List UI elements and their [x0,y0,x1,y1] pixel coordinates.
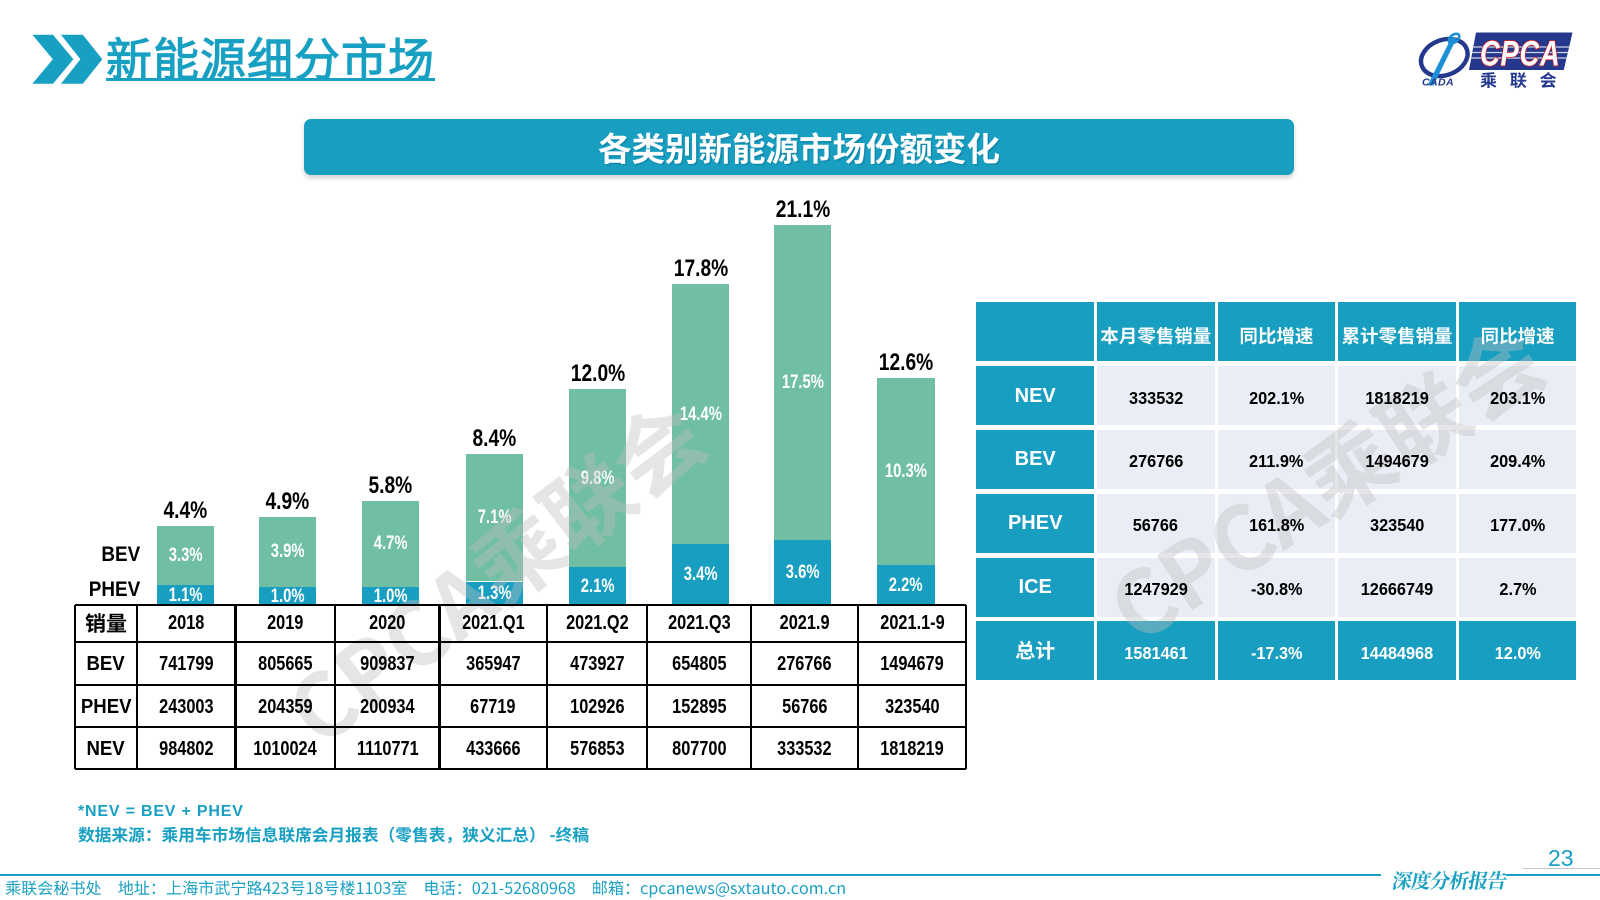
svg-text:CPCA: CPCA [1480,34,1560,73]
svg-text:CADA: CADA [1422,77,1454,89]
